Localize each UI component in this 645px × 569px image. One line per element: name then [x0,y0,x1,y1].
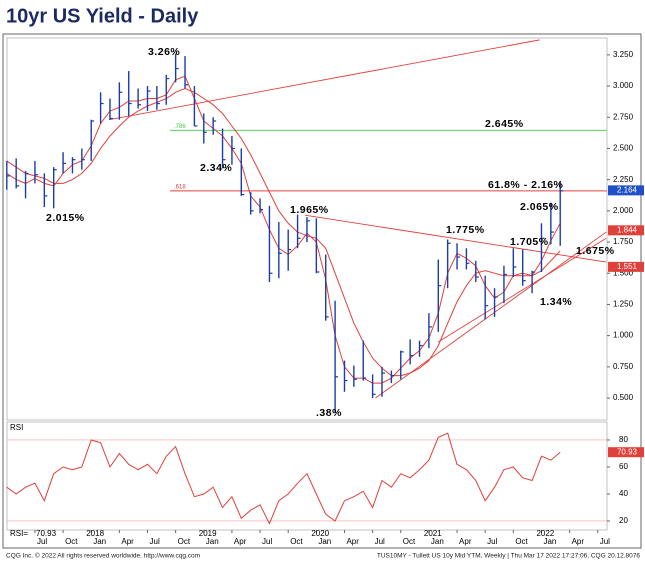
x-tick-label: Apr [572,537,585,546]
x-tick-label: Jan [206,537,219,546]
footer-left: CQG Inc. © 2022 All rights reserved worl… [6,552,200,560]
moving-average-short [6,75,561,384]
rsi-line [6,432,561,525]
trendline [375,231,607,399]
price-tag-label: 1.551 [617,262,638,271]
price-tag [608,261,644,272]
frame [2,33,642,549]
price-tag-label: 1.844 [617,225,638,234]
y-tick-label: 1.500 [613,268,634,277]
x-tick-label: Oct [290,537,303,546]
y-tick-label: 1.750 [613,237,634,246]
x-tick-label: Jul [375,537,385,546]
x-tick-label: Apr [234,537,247,546]
x-tick-label: Jul [262,537,272,546]
annotation: 1.675% [576,245,615,257]
y-tick-label: 1.000 [613,331,634,340]
x-tick-label: Jul [600,537,610,546]
annotation: .38% [316,407,342,419]
rsi-tag [608,447,644,458]
rsi-tag-label: 70.93 [617,447,638,456]
y-tick-label: 2.000 [613,206,634,215]
annotation: 2.34% [200,162,232,174]
trendline [305,214,607,263]
x-tick-label: Jul [37,537,47,546]
annotation: 3.26% [148,46,180,58]
x-tick-label: Apr [459,537,472,546]
y-tick-label: 1.250 [613,300,634,309]
y-tick-label: 2.250 [613,175,634,184]
rsi-readout: RSI= [10,529,28,538]
annotation: 2.015% [46,212,85,224]
rsi-tick-label: 60 [619,462,628,471]
annotation: 1.705% [510,236,549,248]
trendline [108,39,540,121]
chart-title: 10yr US Yield - Daily [6,5,199,27]
year-label: 2022 [536,529,554,538]
fib-label: .786 [174,124,186,130]
moving-average-long [6,87,561,377]
x-tick-label: Apr [346,537,359,546]
x-tick-label: Jan [431,537,444,546]
annotation: 61.8% - 2.16% [488,179,564,191]
annotation: 2.065% [520,201,559,213]
annotation: 2.645% [485,118,524,130]
annotation: 1.34% [540,296,572,308]
x-tick-label: Apr [121,537,134,546]
rsi-title: RSI [10,423,23,432]
x-tick-label: Oct [515,537,528,546]
rsi-tick-label: 80 [619,435,628,444]
y-tick-label: 3.000 [613,81,634,90]
x-tick-label: Jul [487,537,497,546]
annotation: 1.965% [290,204,329,216]
x-tick-label: Jan [93,537,106,546]
rsi-panel [6,421,608,531]
annotation: 1.775% [446,224,485,236]
y-tick-label: 2.500 [613,144,634,153]
rsi-tick-label: 20 [619,516,628,525]
rsi-readout-value: 70.93 [36,529,57,538]
year-label: 2018 [86,529,104,538]
x-tick-label: Oct [178,537,191,546]
price-panel [6,37,608,421]
x-tick-label: Jan [318,537,331,546]
x-tick-label: Oct [403,537,416,546]
year-label: 2019 [199,529,217,538]
fib-label: .618 [174,184,186,190]
price-tag-label: 2.164 [617,185,638,194]
rsi-tick-label: 40 [619,489,628,498]
y-tick-label: 0.750 [613,362,634,371]
y-tick-label: 3.250 [613,50,634,59]
year-label: 2021 [424,529,442,538]
footer-right: TUS10MY - Tullett US 10y Mid YTM, Weekly… [377,553,641,560]
price-tag [608,185,644,196]
x-tick-label: Jul [150,537,160,546]
x-tick-label: Jan [543,537,556,546]
trendline [438,237,607,343]
y-tick-label: 0.500 [613,393,634,402]
year-label: 2020 [311,529,329,538]
price-tag [608,225,644,236]
y-tick-label: 2.750 [613,112,634,121]
x-tick-label: Oct [65,537,78,546]
